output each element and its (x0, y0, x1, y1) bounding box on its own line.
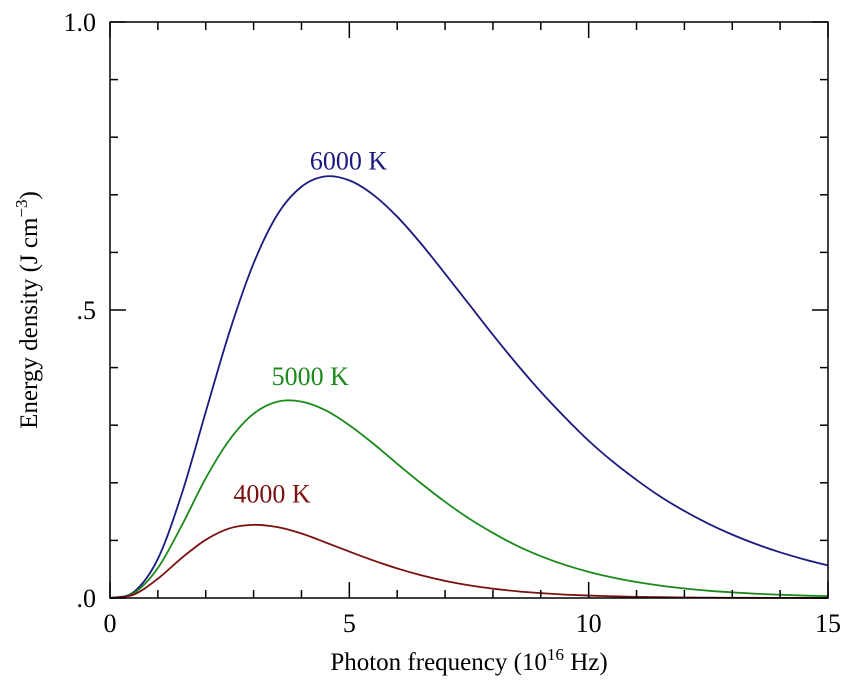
curve-labels-layer: 6000 K 5000 K 4000 K (233, 147, 387, 509)
y-tick-label: .0 (77, 584, 97, 613)
tick-labels-layer: 0 5 10 15 .0 .5 1.0 (64, 8, 842, 638)
series-label: 5000 K (272, 362, 350, 391)
curves-layer (109, 175, 829, 599)
series-line-6000-k (109, 175, 829, 599)
series-line-4000-k (109, 523, 829, 599)
x-tick-label: 0 (104, 609, 117, 638)
y-axis-label: Energy density (J cm−3) (12, 191, 43, 429)
series-label: 6000 K (310, 147, 388, 176)
x-tick-label: 10 (576, 609, 602, 638)
y-tick-label: .5 (77, 296, 97, 325)
y-tick-label: 1.0 (64, 8, 97, 37)
series-line-5000-k (109, 399, 829, 599)
x-tick-label: 15 (815, 609, 841, 638)
x-axis-label: Photon frequency (1016 Hz) (330, 645, 607, 676)
ticks-layer (109, 21, 829, 599)
series-label: 4000 K (233, 479, 311, 508)
plot-frame (109, 21, 829, 599)
x-tick-label: 5 (343, 609, 356, 638)
